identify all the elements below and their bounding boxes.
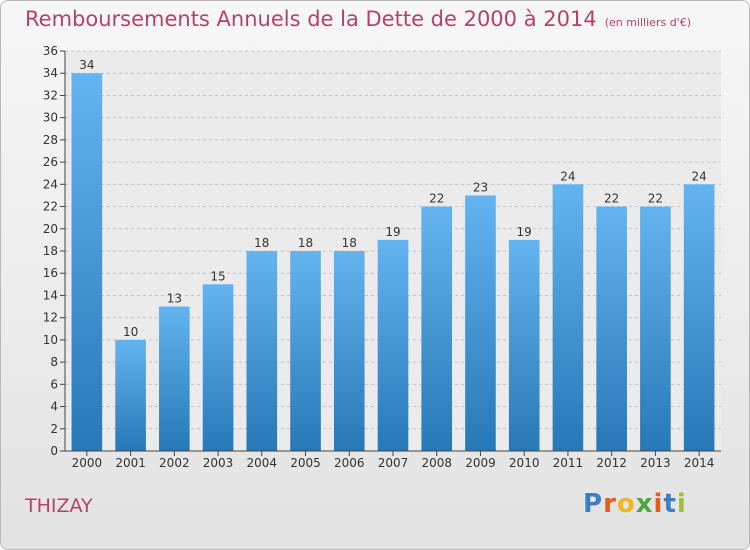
x-tick-label: 2006 xyxy=(334,456,365,470)
bar-value-label: 22 xyxy=(648,192,663,206)
bar-2009 xyxy=(465,195,496,451)
logo-letter: r xyxy=(603,489,617,519)
logo-letter: o xyxy=(616,489,636,519)
y-tick-label: 20 xyxy=(43,222,58,236)
y-tick-label: 4 xyxy=(50,400,58,414)
bar-2013 xyxy=(640,206,671,451)
bar-2010 xyxy=(508,239,540,451)
x-tick-label: 2009 xyxy=(465,456,496,470)
chart-title-block: Remboursements Annuels de la Dette de 20… xyxy=(25,7,691,31)
y-tick-label: 26 xyxy=(43,155,58,169)
logo-letter: i xyxy=(653,489,664,519)
x-tick-label: 2001 xyxy=(115,456,146,470)
y-tick-label: 6 xyxy=(50,377,58,391)
bar-2008 xyxy=(421,206,453,451)
x-tick-label: 2007 xyxy=(378,456,409,470)
bar-value-label: 15 xyxy=(210,269,225,283)
bar-value-label: 22 xyxy=(429,192,444,206)
logo-letter: i xyxy=(676,489,687,519)
x-tick-label: 2011 xyxy=(553,456,584,470)
x-tick-label: 2003 xyxy=(203,456,234,470)
logo-letter: P xyxy=(583,489,604,519)
x-tick-label: 2014 xyxy=(684,456,715,470)
proxiti-logo: Proxiti xyxy=(583,489,687,519)
y-tick-label: 28 xyxy=(43,133,58,147)
bar-2007 xyxy=(377,239,409,451)
bar-value-label: 24 xyxy=(691,169,706,183)
chart-title: Remboursements Annuels de la Dette de 20… xyxy=(25,7,597,31)
logo-letter: t xyxy=(663,489,677,519)
bar-2011 xyxy=(552,184,584,452)
y-tick-label: 0 xyxy=(50,444,58,458)
y-tick-label: 14 xyxy=(43,288,58,302)
bar-2002 xyxy=(159,306,190,451)
x-tick-label: 2004 xyxy=(247,456,278,470)
bar-2014 xyxy=(683,184,715,452)
bar-value-label: 22 xyxy=(604,192,619,206)
y-tick-label: 30 xyxy=(43,111,58,125)
y-tick-label: 24 xyxy=(43,177,58,191)
x-tick-label: 2008 xyxy=(421,456,452,470)
bar-value-label: 18 xyxy=(298,236,313,250)
y-tick-label: 32 xyxy=(43,88,58,102)
bar-2005 xyxy=(290,251,321,451)
bar-2003 xyxy=(202,284,234,451)
x-tick-label: 2010 xyxy=(509,456,540,470)
bar-2006 xyxy=(333,251,365,451)
x-tick-label: 2005 xyxy=(290,456,321,470)
bar-value-label: 23 xyxy=(473,180,488,194)
chart-unit: (en milliers d'€) xyxy=(604,16,691,29)
bar-value-label: 24 xyxy=(560,169,575,183)
bar-2001 xyxy=(115,339,146,451)
bar-value-label: 19 xyxy=(517,225,532,239)
bar-value-label: 18 xyxy=(254,236,269,250)
bar-2000 xyxy=(71,73,103,451)
bar-value-label: 18 xyxy=(342,236,357,250)
x-tick-label: 2012 xyxy=(596,456,627,470)
bar-value-label: 34 xyxy=(79,58,94,72)
commune-name: THIZAY xyxy=(25,495,93,517)
bar-value-label: 10 xyxy=(123,325,138,339)
y-tick-label: 12 xyxy=(43,311,58,325)
y-tick-label: 8 xyxy=(50,355,58,369)
y-tick-label: 18 xyxy=(43,244,58,258)
x-tick-label: 2002 xyxy=(159,456,190,470)
bar-2012 xyxy=(596,206,627,451)
bar-2004 xyxy=(246,251,278,451)
y-tick-label: 10 xyxy=(43,333,58,347)
y-tick-label: 2 xyxy=(50,422,58,436)
x-tick-label: 2000 xyxy=(72,456,103,470)
bar-value-label: 13 xyxy=(167,292,182,306)
bar-value-label: 19 xyxy=(385,225,400,239)
y-tick-label: 22 xyxy=(43,200,58,214)
y-tick-label: 36 xyxy=(43,44,58,58)
y-tick-label: 16 xyxy=(43,266,58,280)
logo-letter: x xyxy=(635,489,654,519)
y-tick-label: 34 xyxy=(43,66,58,80)
bars: 34 10 13 15 18 18 18 19 22 23 19 24 22 22 24 xyxy=(71,58,715,452)
x-tick-label: 2013 xyxy=(640,456,671,470)
